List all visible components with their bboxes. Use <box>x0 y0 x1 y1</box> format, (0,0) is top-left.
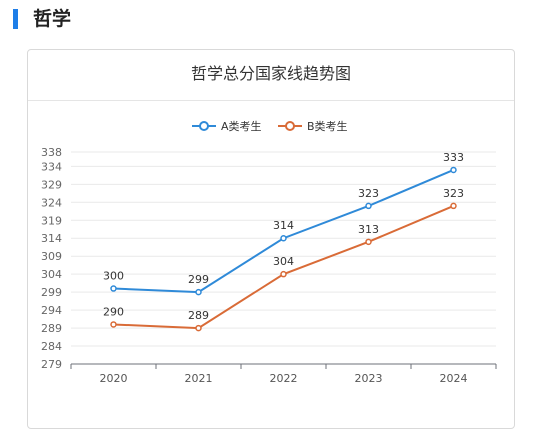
y-tick-label: 284 <box>41 340 62 353</box>
data-label: 314 <box>273 219 294 232</box>
data-point <box>110 285 117 292</box>
x-tick-label: 2022 <box>270 372 298 385</box>
data-label: 304 <box>273 255 294 268</box>
data-label: 323 <box>358 187 379 200</box>
data-point <box>450 166 457 174</box>
legend-label: B类考生 <box>307 119 348 133</box>
y-tick-label: 329 <box>41 178 62 191</box>
data-label: 313 <box>358 223 379 236</box>
data-label: 290 <box>103 305 124 318</box>
y-tick-label: 289 <box>41 322 62 335</box>
data-point <box>280 270 287 278</box>
data-point <box>365 202 372 210</box>
y-tick-label: 299 <box>41 286 62 299</box>
data-point <box>195 324 202 332</box>
data-label: 333 <box>443 151 464 164</box>
data-point <box>365 238 372 246</box>
data-label: 289 <box>188 309 209 322</box>
legend-marker <box>199 121 209 131</box>
x-tick-label: 2021 <box>185 372 213 385</box>
section-title: 哲学 <box>33 8 72 30</box>
y-tick-label: 314 <box>41 232 62 245</box>
data-point <box>195 288 202 296</box>
data-point <box>450 202 457 210</box>
x-tick-label: 2023 <box>355 372 383 385</box>
y-tick-label: 319 <box>41 214 62 227</box>
y-tick-label: 338 <box>41 146 62 159</box>
data-label: 300 <box>103 270 124 283</box>
chart-card: 哲学总分国家线趋势图 <box>27 49 515 429</box>
y-tick-label: 294 <box>41 304 62 317</box>
y-tick-label: 309 <box>41 250 62 263</box>
legend-marker <box>285 121 295 131</box>
y-tick-label: 324 <box>41 196 62 209</box>
data-point <box>280 234 287 242</box>
y-tick-label: 304 <box>41 268 62 281</box>
section-accent-bar <box>13 9 18 29</box>
chart-title: 哲学总分国家线趋势图 <box>28 50 514 101</box>
legend-label: A类考生 <box>221 119 262 133</box>
data-label: 323 <box>443 187 464 200</box>
data-point <box>110 321 117 328</box>
data-label: 299 <box>188 273 209 286</box>
x-tick-label: 2024 <box>440 372 468 385</box>
x-tick-label: 2020 <box>100 372 128 385</box>
y-tick-label: 334 <box>41 160 62 173</box>
y-tick-label: 279 <box>41 358 62 371</box>
